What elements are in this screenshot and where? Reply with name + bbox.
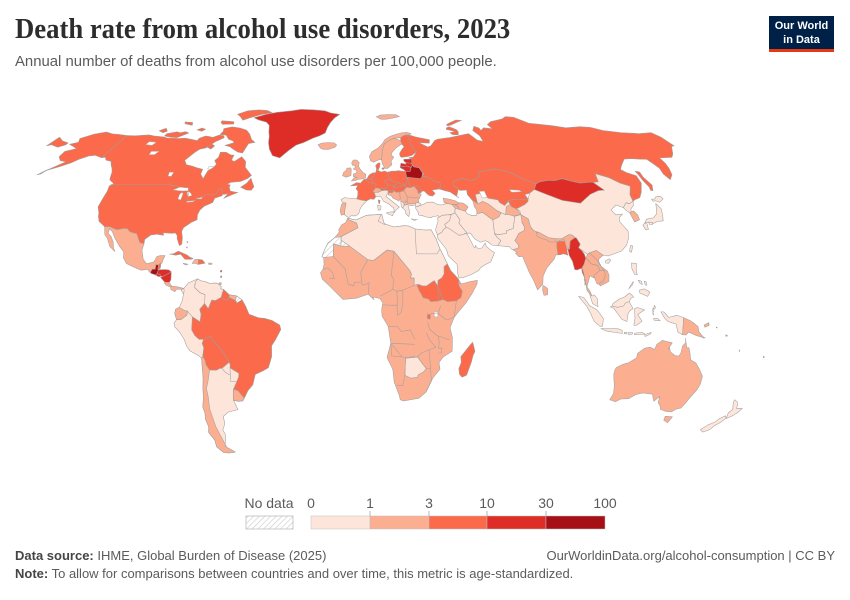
- svg-text:0: 0: [307, 495, 315, 511]
- svg-text:10: 10: [479, 495, 495, 511]
- svg-text:No data: No data: [244, 495, 293, 511]
- svg-text:1: 1: [366, 495, 374, 511]
- svg-text:100: 100: [593, 495, 617, 511]
- svg-text:30: 30: [538, 495, 554, 511]
- svg-text:3: 3: [425, 495, 433, 511]
